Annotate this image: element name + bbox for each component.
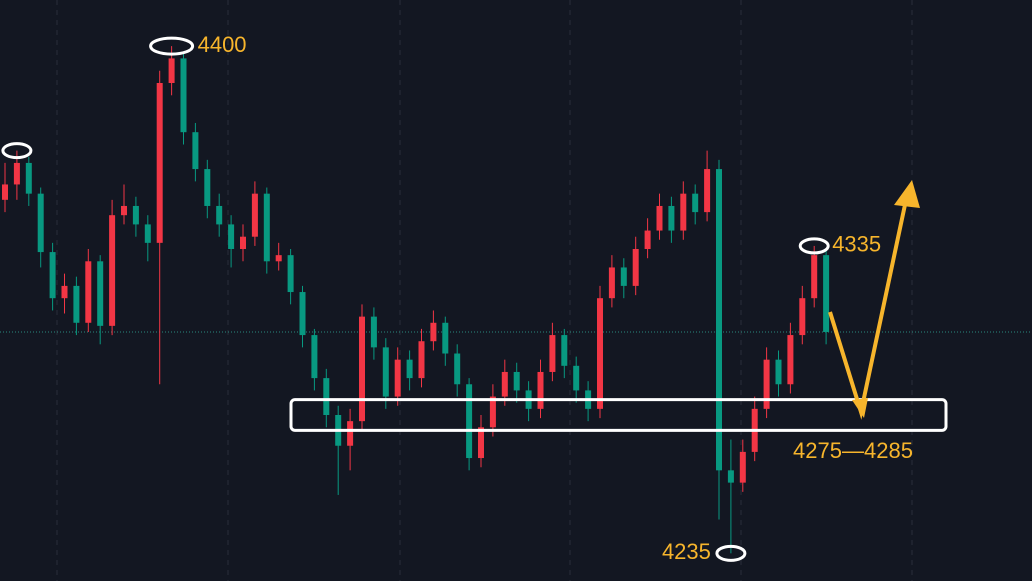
candle-body xyxy=(727,470,734,483)
candle-body xyxy=(311,335,318,379)
plot xyxy=(0,36,1032,562)
candle-body xyxy=(775,359,782,385)
candle-body xyxy=(608,267,615,299)
candle-body xyxy=(13,162,20,185)
candle-body xyxy=(597,298,603,409)
candle-body xyxy=(489,396,496,428)
candle-body xyxy=(85,261,92,323)
annotation-circle xyxy=(149,36,195,56)
candle-body xyxy=(692,193,699,213)
annotation-circle xyxy=(715,544,747,562)
candle-body xyxy=(275,255,282,262)
candle-body xyxy=(37,193,44,253)
projection-arrow xyxy=(828,180,920,420)
candle-body xyxy=(382,347,389,397)
candle-body xyxy=(299,292,306,336)
zone-label: 4275—4285 xyxy=(793,438,913,463)
candle-body xyxy=(263,193,270,262)
candle-body xyxy=(716,169,722,471)
candle-body xyxy=(787,335,794,385)
candle-body xyxy=(573,365,580,391)
candle-body xyxy=(73,285,80,323)
annotation-label: 4235 xyxy=(662,539,711,564)
time-grid xyxy=(56,0,913,581)
candle-body xyxy=(132,205,139,225)
arrow-head xyxy=(852,398,868,418)
candle-body xyxy=(454,353,461,385)
arrow-head xyxy=(894,180,920,208)
candle-body xyxy=(561,335,568,366)
candle-body xyxy=(680,193,687,231)
candle-body xyxy=(501,371,508,397)
candle-body xyxy=(394,359,401,397)
candle-body xyxy=(739,451,746,483)
candle-body xyxy=(216,205,223,225)
candle-body xyxy=(620,267,627,286)
annotation-label: 4400 xyxy=(198,32,247,57)
candle-body xyxy=(478,427,484,459)
candle-body xyxy=(97,261,104,326)
candle-body xyxy=(442,322,449,354)
candle-body xyxy=(668,205,675,231)
annotation-circle xyxy=(798,237,830,255)
candle-body xyxy=(61,285,68,299)
annotation-circle xyxy=(1,142,33,160)
annotation-label: 4335 xyxy=(832,232,881,257)
candle-body xyxy=(549,335,556,372)
candle-body xyxy=(323,378,330,415)
candle-body xyxy=(466,384,473,459)
candle-body xyxy=(25,162,32,194)
candle-body xyxy=(144,224,151,243)
candle-body xyxy=(347,421,354,446)
candle-body xyxy=(799,298,806,336)
candle-body xyxy=(644,230,651,249)
candle-body xyxy=(287,255,294,293)
candle-body xyxy=(156,83,163,243)
candle-body xyxy=(204,169,211,206)
candle-body xyxy=(823,255,830,332)
candle-body xyxy=(513,371,520,391)
candle-body xyxy=(240,236,246,249)
candle-body xyxy=(418,341,425,379)
candle-body xyxy=(109,215,116,326)
candle-body xyxy=(763,359,770,409)
candle-body xyxy=(632,249,639,286)
candle-body xyxy=(406,359,413,379)
candle-body xyxy=(228,224,235,249)
support-zone xyxy=(289,398,948,432)
candle-body xyxy=(180,58,187,133)
candle-body xyxy=(430,322,437,342)
candle-body xyxy=(251,193,258,237)
candle-body xyxy=(704,169,711,213)
candle-body xyxy=(370,316,377,348)
candle-body xyxy=(192,132,199,170)
candle-body xyxy=(359,316,365,422)
candle-body xyxy=(168,58,175,83)
candle-body xyxy=(49,252,56,299)
candle-body xyxy=(656,205,663,231)
candle-body xyxy=(2,184,8,200)
candle-body xyxy=(537,371,544,409)
candle-body xyxy=(811,255,818,299)
candle-body xyxy=(121,205,127,216)
